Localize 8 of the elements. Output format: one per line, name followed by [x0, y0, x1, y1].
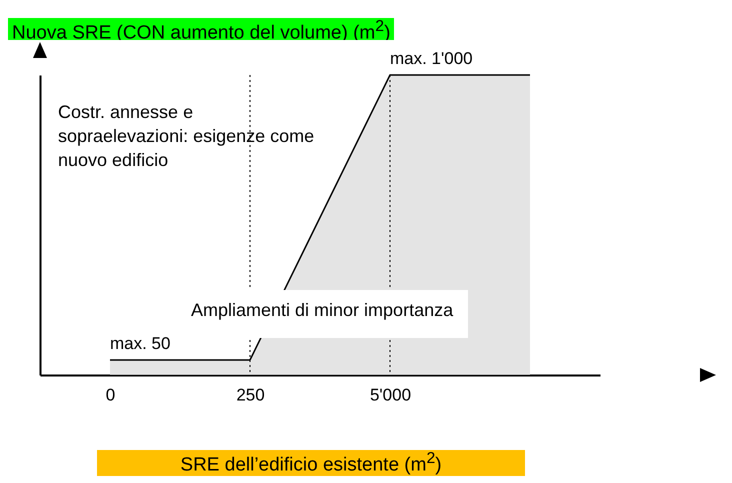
x-tick-label: 0: [106, 386, 116, 404]
annotation: Ampliamenti di minor importanza: [183, 290, 468, 338]
x-tick-label: 5'000: [370, 386, 412, 404]
x-tick-label: 250: [236, 386, 265, 404]
x-axis-title: SRE dell’edificio esistente (m$^{2}$): [97, 450, 525, 476]
data-label: max. 1'000: [390, 49, 473, 68]
data-label: max. 50: [110, 334, 170, 353]
annotation: Costr. annesse e sopraelevazioni: esigenze come nuovo edificio: [58, 101, 316, 172]
